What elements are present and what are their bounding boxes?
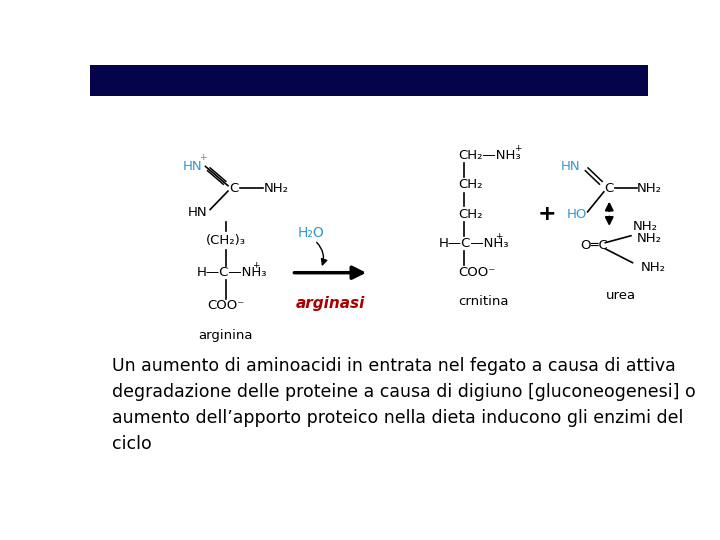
Text: NH₂: NH₂ — [264, 181, 289, 194]
Text: arginina: arginina — [199, 329, 253, 342]
Text: NH₂: NH₂ — [636, 232, 662, 245]
Text: H₂O: H₂O — [297, 226, 324, 240]
Text: Un aumento di aminoacidi in entrata nel fegato a causa di attiva
degradazione de: Un aumento di aminoacidi in entrata nel … — [112, 357, 696, 453]
Text: COO⁻: COO⁻ — [458, 266, 495, 279]
Text: (CH₂)₃: (CH₂)₃ — [206, 234, 246, 247]
Text: H—C—NH₃: H—C—NH₃ — [438, 237, 509, 250]
Text: CH₂: CH₂ — [458, 178, 482, 191]
Text: C: C — [229, 181, 238, 194]
Text: arginasi: arginasi — [296, 296, 365, 311]
Text: C: C — [605, 181, 614, 194]
Text: COO⁻: COO⁻ — [207, 299, 244, 312]
Text: HN: HN — [561, 160, 580, 173]
Bar — [90, 65, 648, 96]
Text: O═C: O═C — [580, 239, 608, 252]
Text: NH₂: NH₂ — [640, 261, 665, 274]
Text: +: + — [495, 232, 502, 241]
Text: Biochimica: Biochimica — [310, 71, 428, 90]
Text: urea: urea — [606, 289, 636, 302]
Text: NH₂: NH₂ — [637, 181, 662, 194]
Text: HN: HN — [183, 160, 202, 173]
Text: CH₂: CH₂ — [458, 208, 482, 221]
Text: +: + — [252, 261, 260, 270]
Text: HO: HO — [567, 208, 588, 221]
Text: CH₂—NH₃: CH₂—NH₃ — [458, 149, 521, 162]
Text: HN: HN — [187, 206, 207, 219]
Text: +: + — [199, 153, 206, 161]
Text: +: + — [514, 144, 521, 153]
Text: NH₂: NH₂ — [632, 220, 657, 233]
Text: crnitina: crnitina — [458, 295, 508, 308]
Text: H—C—NH₃: H—C—NH₃ — [197, 266, 267, 279]
Text: +: + — [538, 204, 557, 224]
